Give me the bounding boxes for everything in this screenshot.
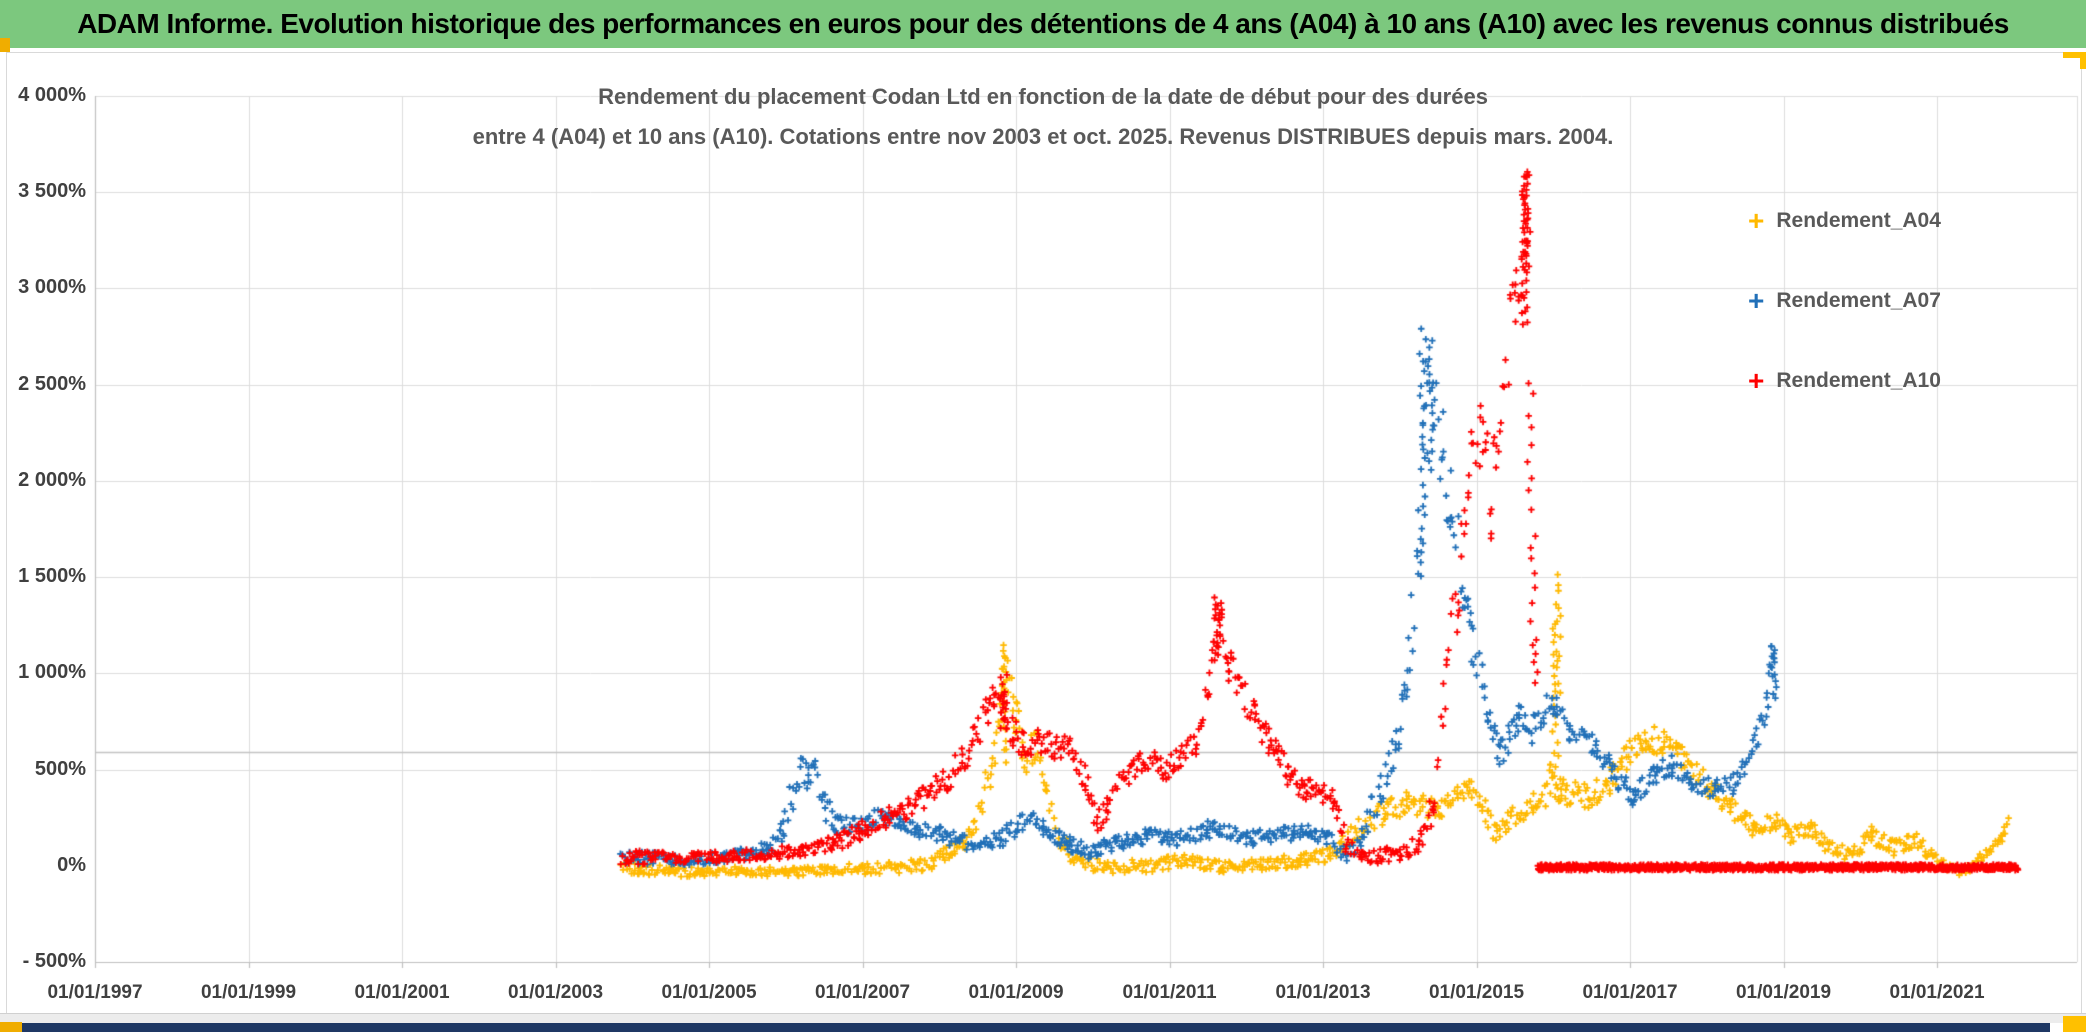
y-axis-label: 1 500%	[18, 565, 86, 588]
accent-bottom-right-bar	[2063, 1016, 2086, 1032]
x-axis-label: 01/01/2001	[354, 982, 450, 1003]
accent-top-right-corner-v	[2080, 52, 2086, 69]
y-axis-label: 4 000%	[18, 84, 86, 106]
x-axis-label: 01/01/1997	[47, 982, 143, 1003]
x-axis-label: 01/01/2011	[1122, 982, 1217, 1003]
accent-bottom-left-square	[0, 1022, 22, 1032]
legend-item-Rendement_A07[interactable]: + Rendement_A07	[1748, 285, 1941, 316]
x-axis-label: 01/01/2013	[1275, 982, 1371, 1003]
x-axis-label: 01/01/2017	[1582, 982, 1678, 1003]
legend-item-Rendement_A10[interactable]: + Rendement_A10	[1748, 365, 1941, 396]
x-axis-label: 01/01/2019	[1735, 982, 1832, 1003]
y-axis-label: 0%	[57, 853, 86, 876]
chart-title-line2: entre 4 (A04) et 10 ans (A10). Cotations…	[472, 124, 1614, 149]
x-axis-label: 01/01/2005	[661, 982, 757, 1003]
y-axis-label: 2 000%	[18, 468, 86, 491]
y-axis-label: 2 500%	[18, 372, 86, 395]
chart-title-line1: Rendement du placement Codan Ltd en fonc…	[598, 84, 1488, 109]
footer-strip	[0, 1013, 2086, 1023]
y-axis-label: 3 000%	[18, 276, 86, 299]
accent-top-right-corner-h	[2063, 52, 2086, 58]
accent-top-left-square	[0, 38, 10, 52]
y-axis-label: 3 500%	[18, 180, 86, 203]
legend-plus-marker-icon: +	[1748, 285, 1765, 316]
legend-label: Rendement_A10	[1776, 369, 1941, 392]
x-axis-label: 01/01/1999	[200, 982, 297, 1003]
x-axis-label: 01/01/2009	[968, 982, 1064, 1003]
legend-plus-marker-icon: +	[1748, 365, 1765, 396]
legend-item-Rendement_A04[interactable]: + Rendement_A04	[1748, 205, 1941, 236]
x-axis-label: 01/01/2015	[1428, 982, 1525, 1003]
y-axis-label: 1 000%	[18, 661, 86, 684]
x-axis-label: 01/01/2007	[814, 982, 911, 1003]
x-axis-label: 01/01/2021	[1889, 982, 1985, 1003]
legend-label: Rendement_A07	[1776, 289, 1941, 312]
x-axis-label: 01/01/2003	[507, 982, 604, 1003]
legend-plus-marker-icon: +	[1748, 205, 1765, 236]
y-axis-label: - 500%	[22, 950, 86, 972]
footer-navy-bar	[22, 1023, 2050, 1032]
legend-label: Rendement_A04	[1776, 209, 1941, 232]
y-axis-label: 500%	[34, 757, 86, 780]
